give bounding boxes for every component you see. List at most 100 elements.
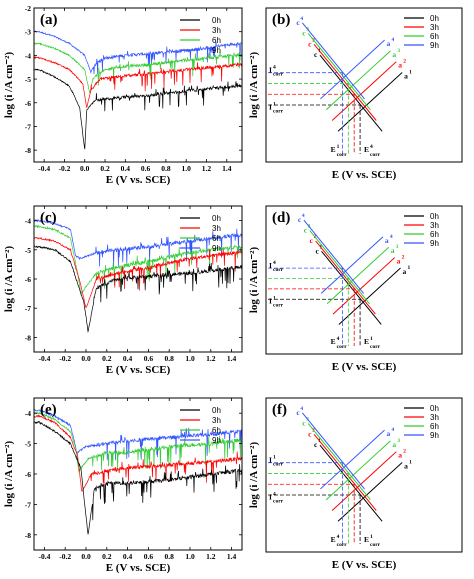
anodic-sup: 3: [397, 438, 400, 444]
icorr-label: I: [269, 66, 272, 75]
cathodic-line-0h: [321, 250, 382, 325]
panel-c: -0.4 -0.2 0.0 0.2 0.4 0.6 0.8 1.0 1.2 1.4 -8 -7 -6 -5…: [3, 205, 243, 376]
anodic-sup: 1: [409, 459, 412, 465]
ecorr-label: E: [331, 337, 336, 346]
anodic-label: a: [397, 257, 401, 266]
ecorr-label: E: [331, 535, 336, 544]
ecorr-sup: 4: [337, 534, 340, 540]
legend-label-6h: 6h: [430, 230, 439, 239]
y-tick-label: -3: [25, 28, 31, 37]
cathodic-label: c: [298, 215, 302, 224]
plot-frame: [265, 7, 463, 163]
x-tick-label: 0.6: [144, 354, 154, 363]
x-tick-label: 0.8: [161, 164, 171, 173]
ecorr-sub: corr: [337, 152, 348, 158]
panel-label: (a): [40, 12, 58, 28]
cathodic-line-0h: [319, 54, 383, 132]
anodic-sup: 4: [392, 37, 395, 43]
x-tick-label: 1.0: [182, 164, 192, 173]
ecorr-sup: 4: [370, 144, 373, 150]
anodic-line-9h: [320, 39, 385, 100]
anodic-label: a: [391, 246, 395, 255]
legend-label-6h: 6h: [212, 426, 221, 435]
series-line-6h: [34, 411, 242, 473]
anodic-line-9h: [320, 236, 384, 294]
anodic-line-0h: [338, 267, 401, 325]
cathodic-label: c: [302, 29, 306, 38]
ecorr-sup: 4: [337, 336, 340, 342]
icorr-sub: corr: [273, 462, 284, 468]
x-tick-label: 0.2: [102, 354, 112, 363]
anodic-label: a: [387, 429, 391, 438]
anodic-line-6h: [325, 440, 391, 501]
x-tick-label: -0.2: [59, 164, 71, 173]
ecorr-sub: corr: [370, 152, 381, 158]
icorr-sub: corr: [273, 499, 284, 505]
x-tick-label: 1.0: [185, 552, 195, 561]
y-tick-label: -7: [25, 500, 31, 509]
y-axis-title: log (i /A cm⁻²): [248, 247, 260, 314]
icorr-label: I: [269, 103, 272, 112]
y-tick-label: -4: [25, 217, 31, 226]
legend-label-9h: 9h: [430, 431, 439, 440]
x-tick-label: 1.4: [227, 354, 237, 363]
series-line-3h: [34, 236, 242, 309]
anodic-sup: 1: [408, 265, 411, 271]
panel-label: (d): [272, 210, 290, 226]
cathodic-line-6h: [307, 33, 371, 111]
plot-frame: [265, 397, 463, 553]
x-tick-label: 0.0: [80, 164, 90, 173]
ecorr-sup: 1: [370, 534, 373, 540]
series-group: [34, 409, 242, 535]
plot-frame: [33, 7, 243, 163]
ecorr-sup: 1: [337, 144, 340, 150]
cathodic-line-3h: [313, 44, 377, 121]
anodic-sup: 4: [392, 427, 395, 433]
series-group: [34, 219, 242, 333]
y-tick-label: -8: [25, 531, 31, 540]
anodic-sup: 2: [402, 255, 405, 261]
x-tick-label: 0.6: [144, 552, 154, 561]
y-tick-label: -7: [25, 304, 31, 313]
anodic-sup: 4: [390, 234, 393, 240]
anodic-sup: 3: [396, 244, 399, 250]
anodic-label: a: [398, 451, 402, 460]
legend-label-9h: 9h: [212, 244, 221, 253]
ecorr-sub: corr: [337, 542, 348, 548]
cathodic-label: c: [316, 246, 320, 255]
y-axis-title: log (i /A cm⁻²): [3, 246, 15, 313]
panel-label: (e): [40, 402, 57, 418]
cathodic-label: c: [296, 408, 300, 417]
anodic-sup: 2: [403, 449, 406, 455]
anodic-line-9h: [320, 429, 385, 490]
legend-label-3h: 3h: [212, 26, 221, 35]
legend-label-9h: 9h: [430, 239, 439, 248]
series-group: [34, 30, 242, 150]
legend-label-6h: 6h: [430, 422, 439, 431]
y-tick-label: -2: [25, 4, 31, 13]
icorr-sup: 1: [273, 102, 276, 108]
series-line-0h: [34, 68, 242, 150]
cathodic-label: c: [314, 440, 318, 449]
x-axis-title: E (V vs. SCE): [106, 364, 171, 376]
x-tick-label: 0.2: [102, 552, 112, 561]
anodic-sup: 3: [397, 48, 400, 54]
x-tick-label: -0.4: [38, 354, 50, 363]
y-tick-label: -5: [25, 246, 31, 255]
cathodic-label: c: [302, 419, 306, 428]
x-tick-label: 1.4: [222, 164, 232, 173]
cathodic-line-6h: [307, 423, 371, 501]
legend-label-0h: 0h: [430, 14, 439, 23]
x-tick-label: 1.2: [202, 164, 212, 173]
x-tick-label: -0.4: [38, 552, 50, 561]
x-tick-label: 0.4: [123, 354, 133, 363]
series-line-6h: [34, 42, 242, 95]
anodic-line-6h: [326, 246, 390, 305]
icorr-sub: corr: [273, 109, 284, 115]
x-tick-label: 1.2: [206, 354, 216, 363]
anodic-label: a: [392, 440, 396, 449]
anodic-line-3h: [332, 257, 396, 315]
series-line-6h: [34, 225, 242, 296]
ecorr-sub: corr: [337, 344, 348, 350]
